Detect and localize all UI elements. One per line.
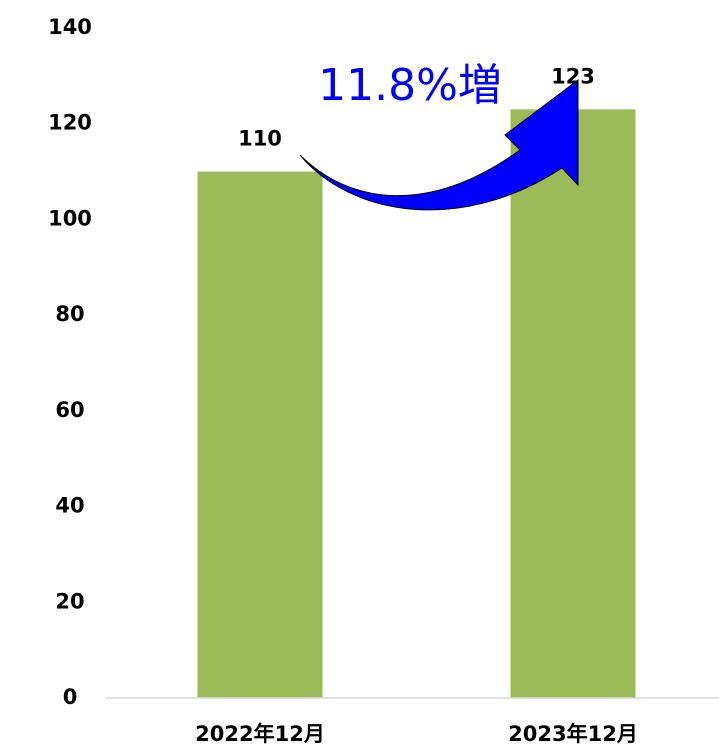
bar: [510, 109, 636, 699]
y-tick-label: 120: [48, 111, 92, 135]
y-tick-label: 20: [55, 589, 84, 613]
x-tick-label: 2023年12月: [508, 722, 638, 746]
data-label: 110: [238, 127, 282, 151]
data-label: 123: [551, 64, 595, 88]
y-tick-label: 80: [55, 302, 84, 326]
y-tick-label: 140: [48, 15, 92, 39]
growth-arrow: [299, 78, 579, 211]
bar: [197, 171, 323, 699]
x-tick-label: 2022年12月: [195, 722, 325, 746]
annotation: 11.8%増: [318, 60, 502, 111]
y-tick-label: 0: [63, 685, 78, 709]
y-tick-label: 100: [48, 206, 92, 230]
y-tick-label: 60: [55, 398, 84, 422]
y-tick-label: 40: [55, 494, 84, 518]
